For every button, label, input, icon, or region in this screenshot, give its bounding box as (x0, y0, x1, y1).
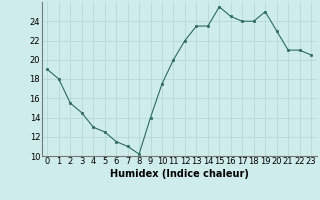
X-axis label: Humidex (Indice chaleur): Humidex (Indice chaleur) (110, 169, 249, 179)
